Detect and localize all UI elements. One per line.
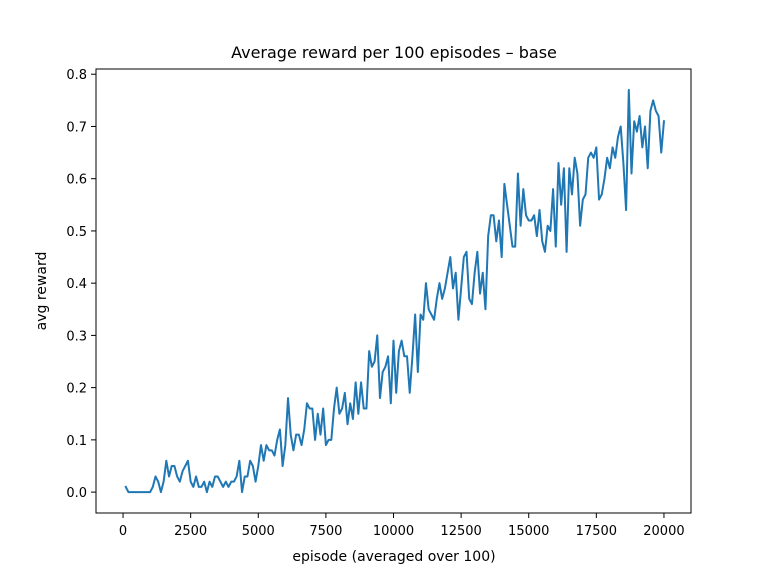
x-tick-label: 12500 bbox=[440, 524, 481, 539]
y-tick-label: 0.8 bbox=[66, 68, 87, 83]
y-tick-label: 0.1 bbox=[66, 434, 87, 449]
x-tick-label: 5000 bbox=[242, 524, 275, 539]
x-tick-label: 10000 bbox=[373, 524, 414, 539]
x-tick-label: 0 bbox=[119, 524, 127, 539]
y-tick-label: 0.2 bbox=[66, 382, 87, 397]
chart-title: Average reward per 100 episodes – base bbox=[231, 43, 557, 62]
x-tick-label: 20000 bbox=[643, 524, 684, 539]
y-tick-label: 0.0 bbox=[66, 486, 87, 501]
y-tick-label: 0.7 bbox=[66, 120, 87, 135]
x-tick-label: 15000 bbox=[508, 524, 549, 539]
series-line bbox=[124, 88, 666, 494]
y-tick-label: 0.4 bbox=[66, 277, 87, 292]
y-tick-label: 0.3 bbox=[66, 329, 87, 344]
y-tick-label: 0.6 bbox=[66, 173, 87, 188]
y-axis: 0.0 0.1 0.2 0.3 0.4 0.5 0.6 0.7 0.8 bbox=[66, 68, 96, 501]
x-tick-label: 2500 bbox=[174, 524, 207, 539]
x-tick-label: 7500 bbox=[309, 524, 342, 539]
y-axis-label: avg reward bbox=[34, 252, 50, 331]
x-axis-label: episode (averaged over 100) bbox=[292, 549, 495, 565]
x-tick-label: 17500 bbox=[576, 524, 617, 539]
y-tick-label: 0.5 bbox=[66, 225, 87, 240]
x-axis: 0 2500 5000 7500 10000 12500 15000 17500 20000 bbox=[119, 513, 685, 539]
plot-area bbox=[124, 88, 666, 494]
